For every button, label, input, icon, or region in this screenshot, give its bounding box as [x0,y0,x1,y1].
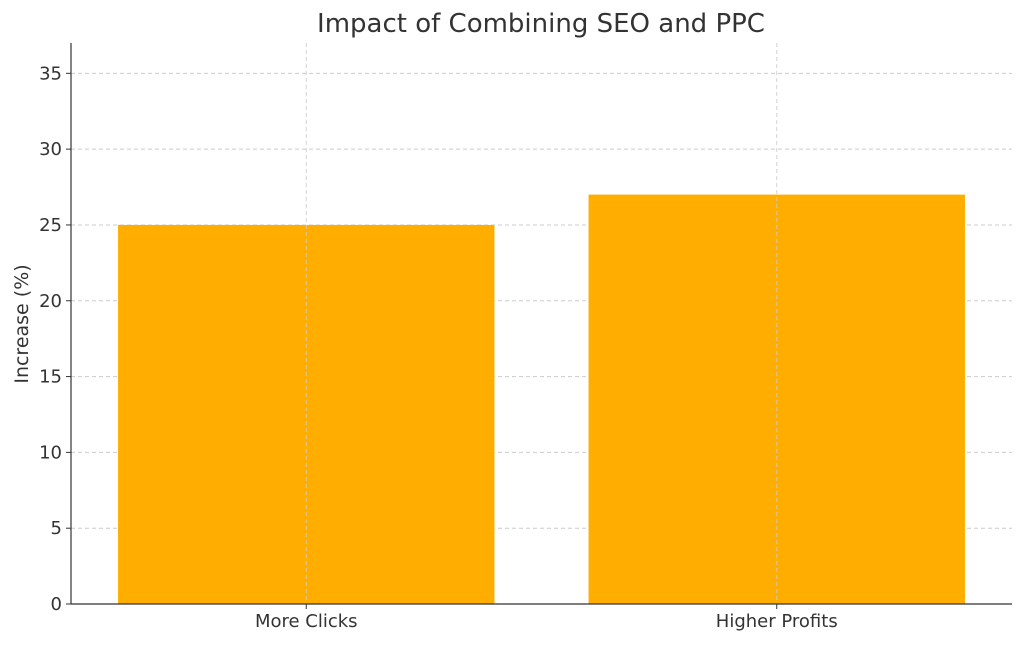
y-tick-label-35: 35 [39,63,62,84]
y-tick-label-0: 0 [51,594,62,615]
tick-labels: 0 5 10 15 20 25 30 35 More Clicks Higher Profits [39,63,838,632]
bars [118,194,965,604]
chart-title: Impact of Combining SEO and PPC [317,9,765,39]
y-tick-label-25: 25 [39,215,62,236]
y-tick-label-20: 20 [39,291,62,312]
axes [66,43,1012,609]
y-axis-label: Increase (%) [11,264,33,383]
x-tick-label-1: Higher Profits [716,611,838,632]
y-tick-label-15: 15 [39,367,62,388]
y-tick-label-30: 30 [39,139,62,160]
x-tick-label-0: More Clicks [255,611,358,632]
y-tick-label-5: 5 [51,518,62,539]
y-tick-label-10: 10 [39,442,62,463]
